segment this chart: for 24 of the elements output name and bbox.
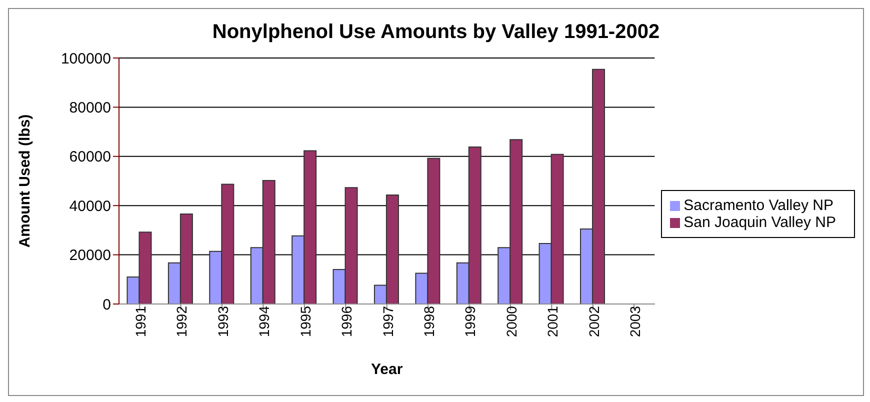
x-tick-label: 2000 <box>503 306 520 338</box>
x-tick-label: 1996 <box>338 306 355 338</box>
y-tick-label: 40000 <box>69 198 111 215</box>
x-tick-label: 1997 <box>380 306 396 338</box>
x-tick-label: 2003 <box>627 306 644 338</box>
x-tick-label: 2002 <box>586 306 602 338</box>
x-tick-label: 1995 <box>297 306 314 338</box>
x-tick-label: 1991 <box>132 306 149 338</box>
x-tick-label: 1993 <box>214 306 231 338</box>
y-tick-label: 0 <box>102 296 111 314</box>
x-tick-label: 1992 <box>174 306 190 338</box>
y-axis-title: Amount Used (lbs) <box>16 114 34 248</box>
legend-label: Sacramento Valley NP <box>684 197 834 214</box>
chart-title: Nonylphenol Use Amounts by Valley 1991-2002 <box>211 21 661 44</box>
y-tick-label: 80000 <box>69 100 111 117</box>
x-tick-label: 1994 <box>256 306 272 338</box>
x-tick-label: 2001 <box>544 306 561 338</box>
x-tick-label: 1998 <box>420 306 437 338</box>
legend-label: San Joaquin Valley NP <box>684 214 836 231</box>
y-tick-label: 60000 <box>69 148 111 166</box>
x-axis-title: Year <box>370 361 403 378</box>
y-tick-label: 20000 <box>69 247 111 264</box>
y-tick-label: 100000 <box>60 50 111 68</box>
x-tick-label: 1999 <box>462 306 478 338</box>
